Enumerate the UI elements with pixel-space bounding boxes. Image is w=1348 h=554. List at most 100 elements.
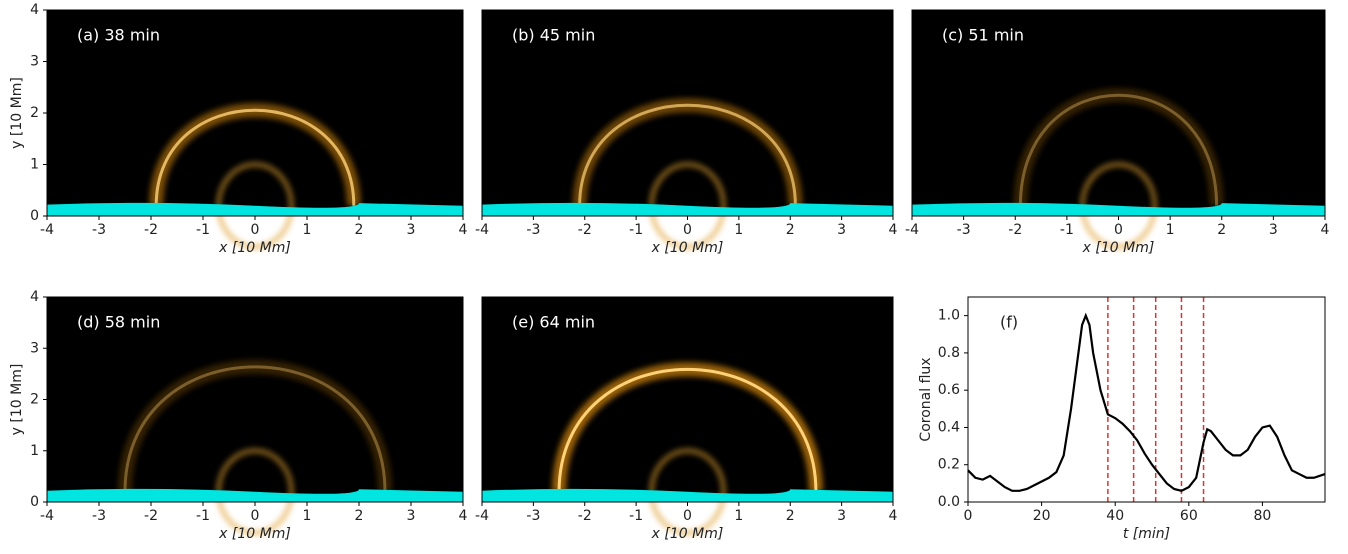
y-tick-label: 0.4 — [938, 419, 960, 435]
x-tick-label: 80 — [1254, 508, 1272, 524]
footpoint-band — [912, 202, 1325, 216]
image-background — [912, 10, 1325, 216]
loop — [578, 103, 797, 206]
x-tick-label: 2 — [1217, 222, 1226, 238]
y-tick-label: 1.0 — [938, 308, 960, 324]
x-tick-label: 1 — [303, 508, 312, 524]
x-tick-label: -4 — [40, 222, 54, 238]
image-background — [47, 297, 463, 502]
image-background — [482, 10, 893, 216]
x-tick-label: 0 — [251, 508, 260, 524]
x-tick-label: 3 — [837, 222, 846, 238]
panel-label: (c) 51 min — [942, 26, 1024, 45]
x-tick-label: -1 — [629, 222, 643, 238]
x-tick-label: 1 — [734, 222, 743, 238]
x-axis-label: x [10 Mm] — [651, 526, 724, 542]
x-tick-label: 1 — [734, 508, 743, 524]
y-tick-label: 1 — [30, 157, 39, 173]
x-tick-label: -4 — [905, 222, 919, 238]
y-tick-label: 3 — [30, 340, 39, 356]
y-tick-label: 2 — [30, 105, 39, 121]
loop — [123, 365, 387, 492]
x-tick-label: 3 — [407, 222, 416, 238]
x-tick-label: -4 — [40, 508, 54, 524]
x-tick-label: -2 — [144, 222, 158, 238]
panel-label: (f) — [1000, 313, 1018, 332]
panel-label: (d) 58 min — [77, 313, 160, 332]
x-tick-label: -1 — [1060, 222, 1074, 238]
footpoint-band — [482, 202, 893, 216]
y-axis-label: y [10 Mm] — [9, 77, 25, 149]
x-tick-label: 3 — [1269, 222, 1278, 238]
y-axis-label: y [10 Mm] — [9, 364, 25, 436]
x-tick-label: 2 — [786, 508, 795, 524]
x-axis-label: x [10 Mm] — [218, 526, 291, 542]
x-axis-label: x [10 Mm] — [651, 240, 724, 256]
x-tick-label: -1 — [196, 508, 210, 524]
y-tick-label: 4 — [30, 2, 39, 18]
x-tick-label: 1 — [303, 222, 312, 238]
loop — [1018, 93, 1219, 206]
x-tick-label: -2 — [578, 222, 592, 238]
y-tick-label: 0.0 — [938, 494, 960, 510]
x-tick-label: 4 — [459, 222, 468, 238]
x-tick-label: -2 — [144, 508, 158, 524]
x-axis-label: x [10 Mm] — [1082, 240, 1155, 256]
x-tick-label: 0 — [683, 508, 692, 524]
y-tick-label: 0.6 — [938, 382, 960, 398]
x-tick-label: -3 — [957, 222, 971, 238]
y-tick-label: 0 — [30, 494, 39, 510]
x-tick-label: -1 — [629, 508, 643, 524]
x-tick-label: -3 — [92, 508, 106, 524]
x-tick-label: 4 — [1321, 222, 1330, 238]
panel-label: (b) 45 min — [512, 26, 595, 45]
footpoint-band — [47, 202, 463, 216]
image-background — [482, 297, 893, 502]
loop-glow — [1013, 88, 1224, 206]
x-tick-label: 4 — [459, 508, 468, 524]
x-tick-label: 2 — [355, 508, 364, 524]
y-tick-label: 0.2 — [938, 457, 960, 473]
x-tick-label: 0 — [1114, 222, 1123, 238]
x-tick-label: 0 — [964, 508, 973, 524]
x-tick-label: -3 — [526, 222, 540, 238]
x-tick-label: -3 — [526, 508, 540, 524]
loop — [154, 108, 356, 206]
x-tick-label: 0 — [251, 222, 260, 238]
x-tick-label: 4 — [889, 508, 898, 524]
x-tick-label: 3 — [407, 508, 416, 524]
x-tick-label: -2 — [1008, 222, 1022, 238]
loop — [557, 368, 818, 492]
flux-line — [967, 312, 1326, 492]
x-tick-label: -3 — [92, 222, 106, 238]
y-axis-label: Coronal flux — [918, 357, 934, 441]
panel-label: (a) 38 min — [77, 26, 160, 45]
x-tick-label: 3 — [837, 508, 846, 524]
x-tick-label: 2 — [786, 222, 795, 238]
x-tick-label: -1 — [196, 222, 210, 238]
y-tick-label: 0 — [30, 208, 39, 224]
footpoint-band — [482, 488, 893, 502]
x-tick-label: 0 — [683, 222, 692, 238]
x-axis-label: t [min] — [1123, 526, 1170, 542]
axes-frame — [967, 296, 1326, 503]
panel-label: (e) 64 min — [512, 313, 595, 332]
x-tick-label: -4 — [475, 508, 489, 524]
x-axis-label: x [10 Mm] — [218, 240, 291, 256]
y-tick-label: 2 — [30, 392, 39, 408]
x-tick-label: 60 — [1180, 508, 1198, 524]
y-tick-label: 3 — [30, 54, 39, 70]
y-tick-label: 4 — [30, 289, 39, 305]
x-tick-label: 2 — [355, 222, 364, 238]
y-tick-label: 0.8 — [938, 345, 960, 361]
x-tick-label: 20 — [1033, 508, 1051, 524]
x-tick-label: 40 — [1106, 508, 1124, 524]
x-tick-label: -2 — [578, 508, 592, 524]
footpoint-band — [47, 488, 463, 502]
x-tick-label: -4 — [475, 222, 489, 238]
loop-glow — [118, 360, 392, 492]
x-tick-label: 4 — [889, 222, 898, 238]
y-tick-label: 1 — [30, 443, 39, 459]
